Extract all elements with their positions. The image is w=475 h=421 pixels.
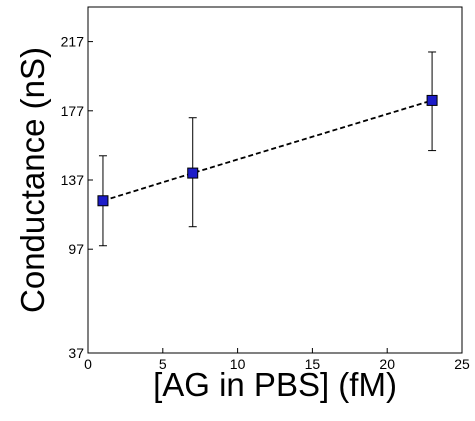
axis-ticks: 0 5 10 15 20 25 37 97 137 177 217 [61, 34, 470, 372]
series-line [102, 99, 433, 202]
data-point [187, 167, 199, 179]
x-tick-label: 5 [159, 356, 167, 372]
x-tick-label: 0 [84, 356, 92, 372]
data-series [97, 51, 438, 247]
y-tick-label: 97 [68, 241, 84, 257]
x-axis-label: [AG in PBS] (fM) [153, 366, 397, 403]
y-axis-label: Conductance (nS) [14, 47, 51, 313]
x-tick-label: 25 [454, 356, 470, 372]
y-tick-label: 217 [61, 34, 85, 50]
plot-frame [87, 6, 463, 354]
y-tick-label: 177 [61, 103, 85, 119]
y-tick-label: 137 [61, 172, 85, 188]
x-tick-label: 10 [230, 356, 246, 372]
data-point [426, 94, 438, 106]
data-point [97, 195, 109, 207]
x-tick-label: 15 [305, 356, 321, 372]
x-tick-label: 20 [379, 356, 395, 372]
y-tick-label: 37 [68, 345, 84, 361]
